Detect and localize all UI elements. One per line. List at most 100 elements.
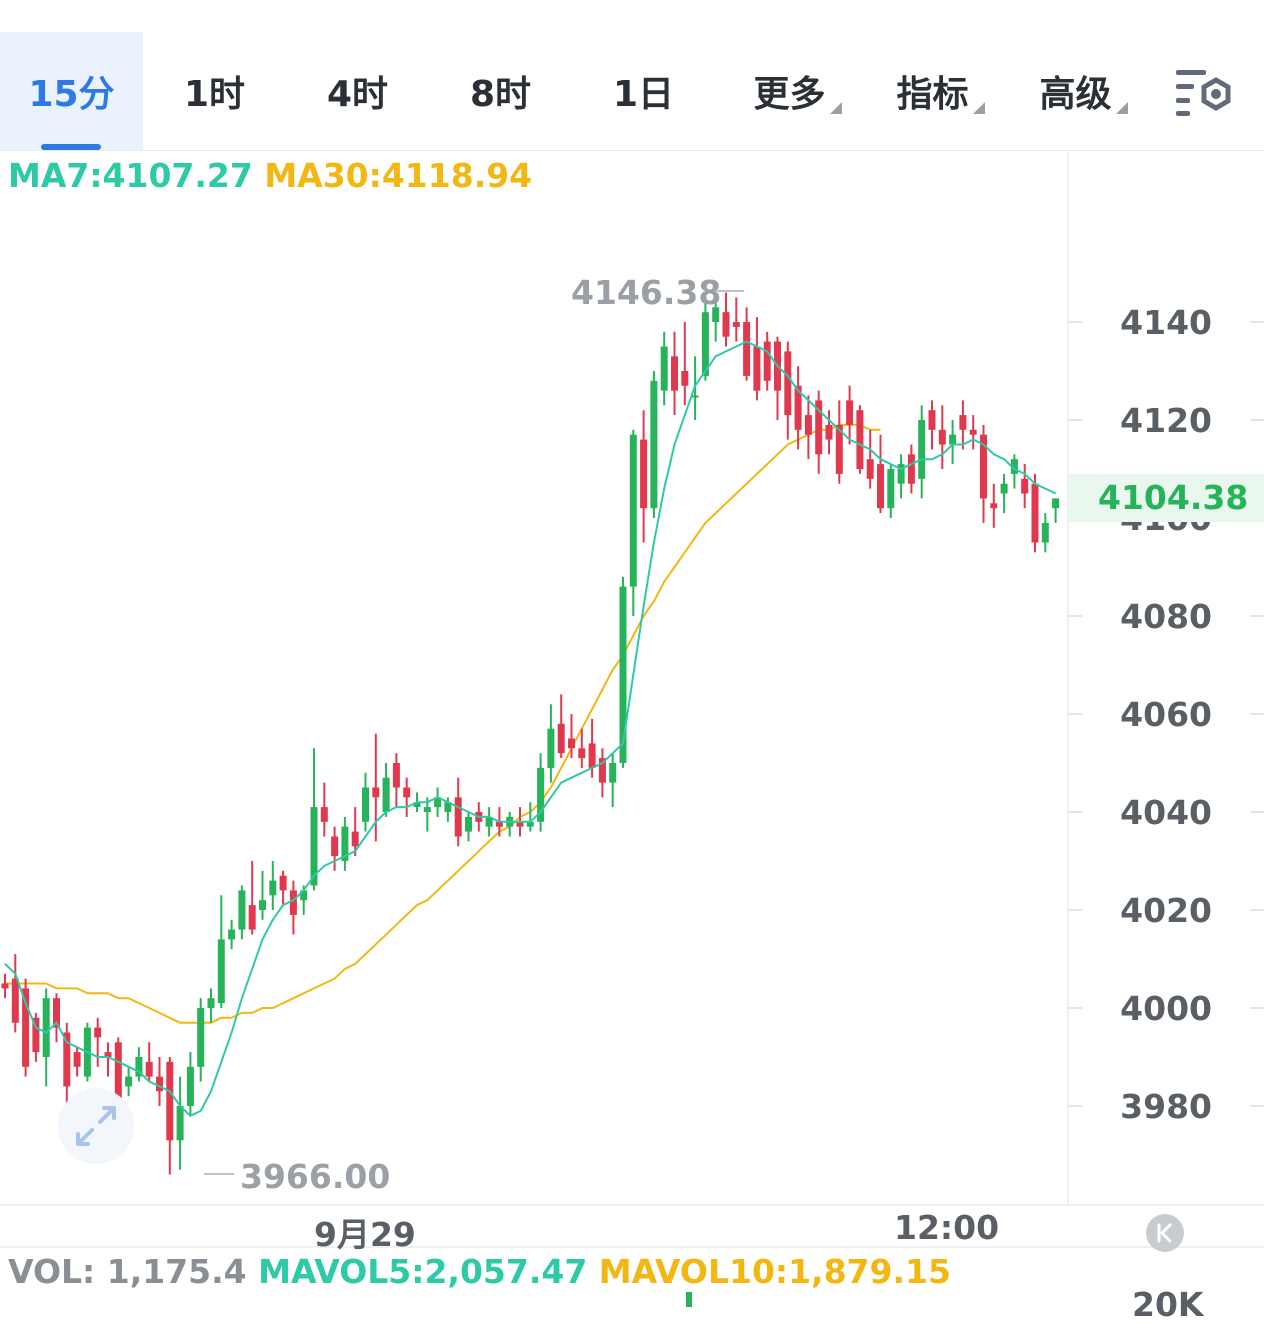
candle — [176, 1076, 184, 1170]
tab-label: 15分 — [28, 74, 115, 115]
candle — [918, 405, 926, 499]
candle — [619, 576, 627, 768]
candle — [907, 444, 915, 494]
candle — [640, 410, 648, 543]
tab-1h[interactable]: 1时 — [143, 32, 286, 150]
candle — [135, 1047, 143, 1082]
candle — [166, 1057, 174, 1175]
candle — [1031, 473, 1039, 553]
tab-indicators-dropdown[interactable]: 指标 — [873, 32, 1008, 150]
k-collapse-icon[interactable] — [1146, 1214, 1184, 1252]
candle — [866, 429, 874, 489]
candle — [1010, 454, 1018, 489]
dropdown-corner-icon — [829, 102, 842, 114]
candle — [320, 782, 328, 837]
candle — [207, 988, 215, 1023]
candle — [259, 870, 266, 920]
candle — [1052, 498, 1060, 523]
current-price-tag — [1068, 474, 1264, 522]
ma30-value: MA30:4118.94 — [264, 156, 533, 195]
vol-value: VOL: 1,175.4 — [8, 1252, 247, 1291]
candle — [537, 753, 545, 832]
candle — [1000, 473, 1008, 514]
candle — [598, 748, 606, 798]
candle — [1021, 464, 1029, 509]
tab-4h[interactable]: 4时 — [286, 32, 429, 150]
y-tick-label: 4080 — [1120, 597, 1212, 636]
candles-group — [1, 292, 1060, 1175]
expand-arrows-icon[interactable] — [58, 1088, 134, 1164]
candle — [310, 748, 318, 891]
candle — [382, 763, 390, 817]
candle — [506, 812, 514, 837]
candle — [279, 870, 287, 906]
tab-advanced-dropdown[interactable]: 高级 — [1016, 32, 1151, 150]
candle — [846, 385, 854, 445]
candle — [454, 777, 462, 847]
ma7-value: MA7:4107.27 — [8, 156, 253, 195]
candle — [362, 772, 369, 832]
candle — [22, 978, 30, 1077]
candle — [856, 405, 864, 474]
candle — [578, 728, 586, 768]
candle — [784, 341, 792, 440]
tab-more-dropdown[interactable]: 更多 — [730, 32, 865, 150]
candle — [403, 777, 411, 817]
candle — [351, 807, 359, 857]
candle — [804, 395, 812, 460]
tab-label: 1时 — [183, 74, 246, 115]
candle — [969, 415, 977, 450]
candle — [815, 390, 823, 474]
tab-divider — [0, 150, 1264, 151]
tab-15m[interactable]: 15分 — [0, 32, 143, 150]
low-marker-label: 3966.00 — [240, 1157, 390, 1196]
candle — [774, 336, 781, 420]
candle — [660, 331, 668, 406]
candle — [568, 714, 575, 759]
candle — [949, 420, 957, 465]
candle — [1, 973, 9, 999]
candle — [753, 317, 761, 401]
candle — [145, 1042, 153, 1082]
candle — [794, 366, 802, 450]
tab-8h[interactable]: 8时 — [429, 32, 572, 150]
candle — [248, 861, 256, 935]
candle — [1041, 513, 1049, 553]
candle — [197, 998, 205, 1082]
candle — [434, 787, 442, 817]
candle — [671, 331, 678, 416]
candle — [269, 861, 277, 910]
y-tick-label: 4040 — [1120, 793, 1212, 832]
active-tab-indicator — [41, 144, 101, 150]
low-marker: 3966.00 — [204, 1157, 390, 1196]
candle — [650, 371, 658, 518]
volume-legend: VOL: 1,175.4 MAVOL5:2,057.47 MAVOL10:1,8… — [8, 1252, 951, 1291]
x-tick-noon: 12:00 — [894, 1208, 1000, 1247]
candle — [928, 400, 936, 450]
dropdown-corner-icon — [1115, 102, 1128, 114]
candle — [877, 434, 884, 514]
ma7-line-group — [4, 340, 1057, 1117]
ma30-line — [5, 423, 881, 1024]
candle — [341, 816, 349, 871]
chart-settings-icon[interactable] — [1172, 66, 1236, 122]
candle — [392, 753, 400, 808]
candle — [53, 993, 60, 1043]
ma30-line-group — [5, 423, 881, 1024]
ma7-line — [4, 340, 1057, 1117]
tab-label: 高级 — [1039, 74, 1112, 115]
candle — [825, 410, 833, 455]
candle — [228, 919, 236, 950]
candle — [125, 1066, 133, 1097]
tab-1d[interactable]: 1日 — [572, 32, 715, 150]
candle — [938, 405, 946, 469]
x-tick-date: 9月29 — [314, 1215, 416, 1254]
timeframe-tab-bar: 15分 1时 4时 8时 1日 更多 指标 高级 — [0, 0, 1264, 150]
candle — [94, 1017, 102, 1067]
candle — [485, 807, 493, 837]
candle — [104, 1042, 112, 1077]
candle — [959, 400, 967, 450]
current-price-label: 4104.38 — [1098, 478, 1249, 517]
y-tick-label: 3980 — [1120, 1087, 1212, 1126]
